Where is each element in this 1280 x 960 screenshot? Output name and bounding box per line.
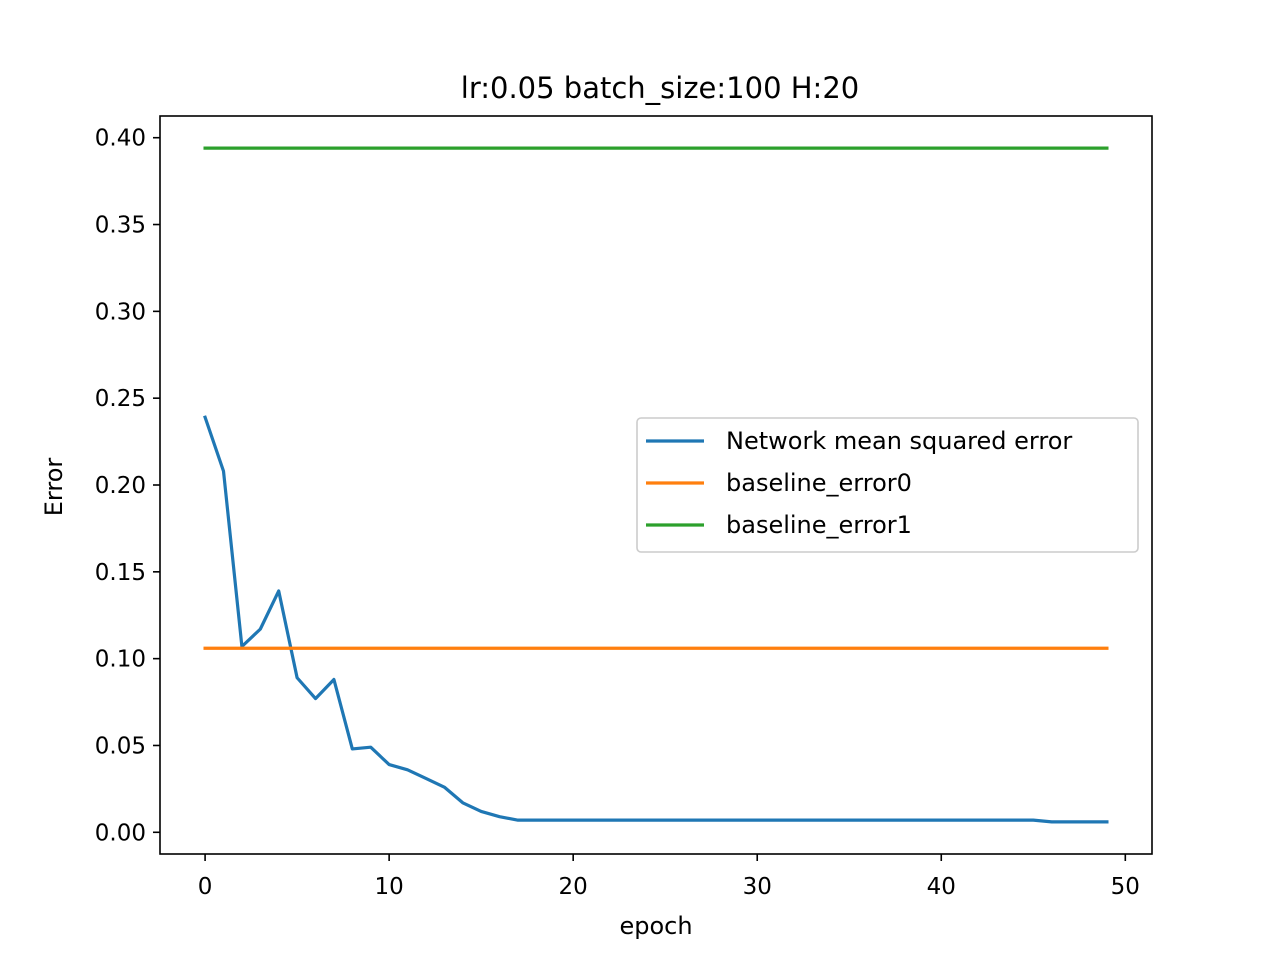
x-tick-label: 10 xyxy=(374,874,403,900)
x-axis: 0 10 20 30 40 50 xyxy=(198,854,1140,900)
x-tick-label: 40 xyxy=(927,874,956,900)
legend-box xyxy=(636,417,1139,553)
x-tick-label: 0 xyxy=(198,874,213,900)
y-axis-label: Error xyxy=(40,458,68,517)
legend-label: baseline_error0 xyxy=(726,469,912,497)
y-tick-label: 0.00 xyxy=(95,820,146,846)
x-axis-label: epoch xyxy=(619,912,692,940)
x-tick-label: 50 xyxy=(1111,874,1140,900)
y-tick-label: 0.20 xyxy=(95,473,146,499)
legend-label: Network mean squared error xyxy=(726,427,1072,455)
x-tick-label: 20 xyxy=(559,874,588,900)
chart-title: lr:0.05 batch_size:100 H:20 xyxy=(461,71,859,105)
y-tick-label: 0.25 xyxy=(95,386,146,412)
x-tick-label: 30 xyxy=(743,874,772,900)
y-tick-label: 0.15 xyxy=(95,560,146,586)
series-line-1 xyxy=(203,415,1109,824)
y-tick-label: 0.05 xyxy=(95,733,146,759)
y-axis: 0.00 0.05 0.10 0.15 0.20 0.25 0.30 0.35 0.40 xyxy=(95,126,160,846)
y-tick-label: 0.40 xyxy=(95,126,146,152)
y-tick-label: 0.30 xyxy=(95,299,146,325)
plot-area xyxy=(203,146,1109,824)
y-tick-label: 0.10 xyxy=(95,647,146,673)
y-tick-label: 0.35 xyxy=(95,213,146,239)
legend-label: baseline_error1 xyxy=(726,511,912,539)
legend: Network mean squared error baseline_error… xyxy=(636,417,1139,553)
